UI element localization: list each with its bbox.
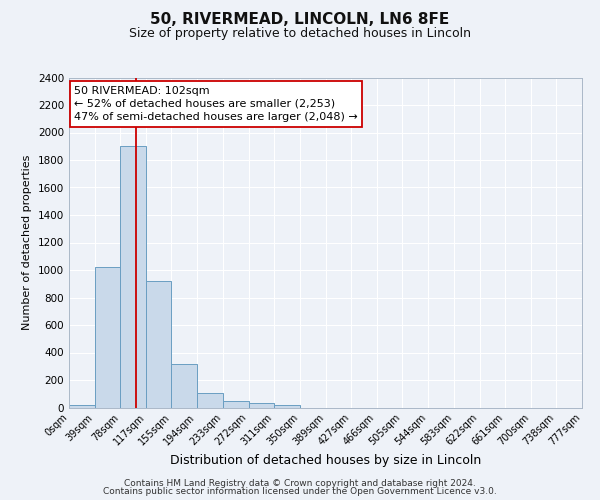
Bar (121, 146, 146, 407)
Bar (248, 404, 274, 407)
Text: 50, RIVERMEAD, LINCOLN, LN6 8FE: 50, RIVERMEAD, LINCOLN, LN6 8FE (151, 12, 449, 28)
Bar (69, 405, 95, 407)
Bar (95, 267, 121, 408)
Bar (197, 393, 223, 407)
Text: Contains HM Land Registry data © Crown copyright and database right 2024.: Contains HM Land Registry data © Crown c… (124, 478, 476, 488)
X-axis label: Distribution of detached houses by size in Lincoln: Distribution of detached houses by size … (170, 454, 481, 468)
Bar (146, 281, 172, 407)
Text: Size of property relative to detached houses in Lincoln: Size of property relative to detached ho… (129, 28, 471, 40)
Y-axis label: Number of detached properties: Number of detached properties (22, 155, 32, 330)
Bar (274, 405, 300, 407)
Text: 50 RIVERMEAD: 102sqm
← 52% of detached houses are smaller (2,253)
47% of semi-de: 50 RIVERMEAD: 102sqm ← 52% of detached h… (74, 86, 358, 122)
Text: Contains public sector information licensed under the Open Government Licence v3: Contains public sector information licen… (103, 487, 497, 496)
Bar (172, 364, 197, 408)
Bar (223, 400, 248, 407)
